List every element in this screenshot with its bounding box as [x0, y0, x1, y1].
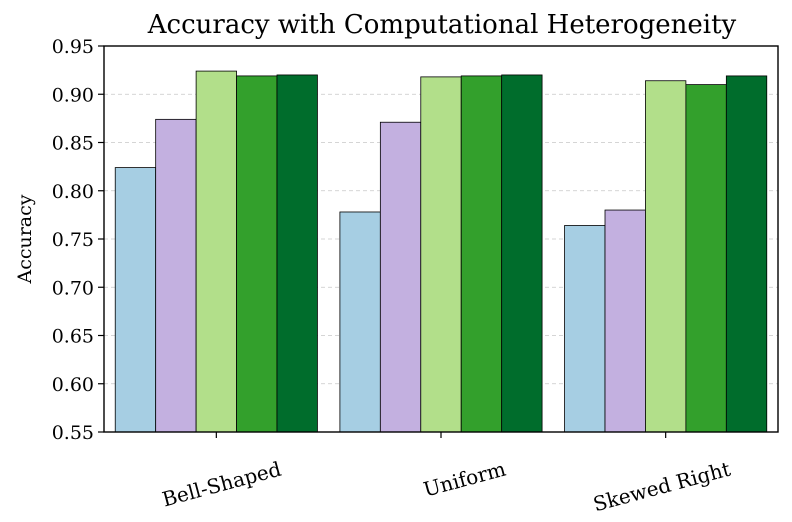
bar	[685, 84, 727, 433]
y-tick-label: 0.80	[52, 181, 94, 203]
bar	[195, 70, 237, 433]
y-tick-label: 0.75	[52, 229, 94, 251]
bar	[339, 211, 381, 433]
x-tick-label: Uniform	[421, 457, 508, 502]
y-tick-label: 0.85	[52, 133, 94, 155]
y-tick-label: 0.70	[52, 277, 94, 299]
x-axis-ticks: Bell-Shaped Uniform Skewed Right	[160, 432, 733, 516]
bar	[114, 167, 157, 433]
bars-group	[114, 70, 768, 433]
y-tick-label: 0.95	[52, 36, 94, 58]
bar	[379, 121, 422, 433]
y-tick-label: 0.65	[52, 326, 94, 348]
bar	[501, 74, 543, 433]
chart-title: Accuracy with Computational Heterogeneit…	[147, 10, 737, 40]
bar	[236, 75, 278, 433]
y-tick-label: 0.55	[52, 422, 94, 444]
bar	[564, 225, 606, 433]
bar	[276, 74, 318, 433]
y-tick-label: 0.60	[52, 374, 94, 396]
bar	[645, 80, 687, 433]
x-tick-label: Skewed Right	[591, 457, 733, 517]
y-axis-ticks: 0.55 0.60 0.65 0.70 0.75 0.80 0.85 0.90 0.95	[52, 36, 104, 444]
bar	[460, 75, 503, 433]
bar	[155, 118, 197, 433]
y-tick-label: 0.90	[52, 84, 94, 106]
bar	[420, 76, 462, 433]
bar	[604, 209, 646, 433]
y-axis-label: Accuracy	[14, 194, 36, 284]
bar	[725, 75, 768, 433]
x-tick-label: Bell-Shaped	[160, 457, 284, 512]
